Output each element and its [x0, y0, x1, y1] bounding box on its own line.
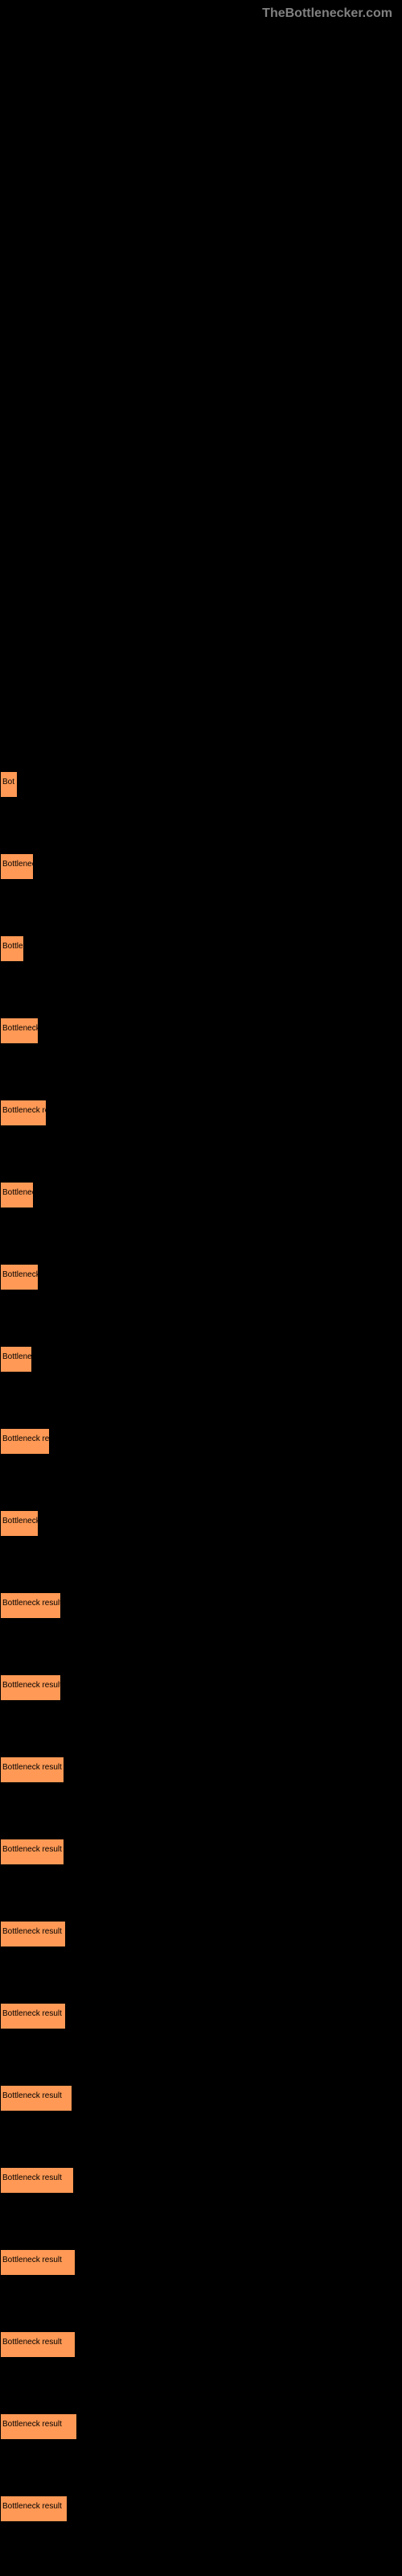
bar-row: Bottleneck result: [0, 2317, 402, 2372]
bar-label: Bottlenec: [2, 860, 36, 869]
bar-row: Bottleneck result: [0, 2481, 402, 2537]
bar-label: Bottleneck: [2, 1517, 40, 1525]
bar-row: Bottle: [0, 921, 402, 976]
bar-row: Bottlenec: [0, 839, 402, 894]
bar-label: Bottleneck result: [2, 1681, 62, 1690]
bar-label: Bottleneck result: [2, 2338, 62, 2347]
bar-label: Bottleneck result: [2, 1845, 62, 1854]
bar-row: Bottleneck result: [0, 1906, 402, 1962]
bar-label: Bottleneck result: [2, 2174, 62, 2182]
bar-row: Bottleneck result: [0, 1988, 402, 2044]
bar-label: Bottleneck result: [2, 2091, 62, 2100]
bar-row: Bottleneck result: [0, 1578, 402, 1633]
bar-row: Bottleneck result: [0, 1824, 402, 1880]
bar-row: Bottleneck result: [0, 2399, 402, 2454]
bar-row: Bottleneck result: [0, 2235, 402, 2290]
bar-row: Bot: [0, 757, 402, 812]
bar-label: Bottlene: [2, 1352, 32, 1361]
bar-row: Bottleneck: [0, 1003, 402, 1059]
bar-row: Bottleneck result: [0, 1660, 402, 1715]
bar-label: Bottleneck result: [2, 2009, 62, 2018]
bar-row: Bottleneck: [0, 1496, 402, 1551]
bar-label: Bottleneck result: [2, 1763, 62, 1772]
bar-label: Bot: [2, 778, 14, 786]
bar-row: Bottleneck result: [0, 2070, 402, 2126]
bar-label: Bottleneck result: [2, 2256, 62, 2264]
bar-label: Bottleneck result: [2, 2420, 62, 2429]
bar-label: Bottleneck result: [2, 1599, 62, 1608]
bar-row: Bottleneck res: [0, 1414, 402, 1469]
bar-chart: Bot Bottlenec Bottle Bottleneck Bottleneck r…: [0, 757, 402, 2563]
bar-row: Bottlene: [0, 1331, 402, 1387]
bar-row: Bottleneck re: [0, 1085, 402, 1141]
bar-label: Bottleneck result: [2, 1927, 62, 1936]
bar-row: Bottlenec: [0, 1167, 402, 1223]
bar-row: Bottleneck result: [0, 1742, 402, 1798]
bar-label: Bottleneck res: [2, 1435, 53, 1443]
bar-label: Bottle: [2, 942, 23, 951]
bar-label: Bottleneck re: [2, 1106, 49, 1115]
bar-row: Bottleneck: [0, 1249, 402, 1305]
bar-row: Bottleneck result: [0, 2153, 402, 2208]
bar-label: Bottleneck: [2, 1024, 40, 1033]
bar-label: Bottleneck result: [2, 2502, 62, 2511]
bar-label: Bottlenec: [2, 1188, 36, 1197]
bar-label: Bottleneck: [2, 1270, 40, 1279]
watermark: TheBottlenecker.com: [262, 6, 392, 21]
